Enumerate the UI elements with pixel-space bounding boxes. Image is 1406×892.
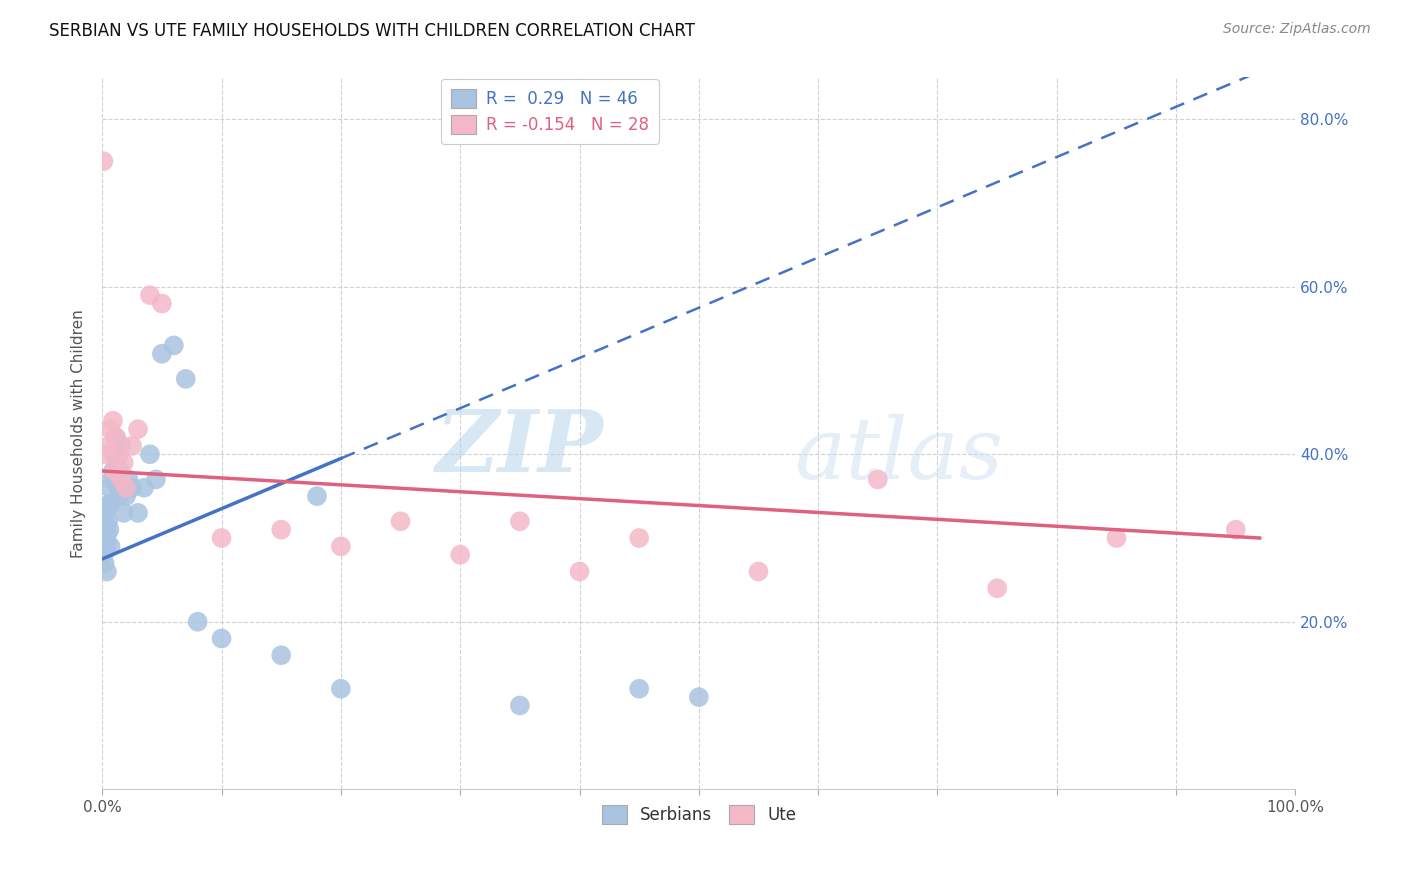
Point bbox=[97, 498, 120, 512]
Point bbox=[1225, 523, 1247, 537]
Point bbox=[93, 548, 115, 562]
Point bbox=[93, 556, 115, 570]
Point bbox=[747, 565, 769, 579]
Point bbox=[110, 439, 132, 453]
Point bbox=[121, 439, 143, 453]
Legend: Serbians, Ute: Serbians, Ute bbox=[592, 795, 806, 834]
Point bbox=[112, 506, 135, 520]
Point bbox=[270, 648, 292, 663]
Text: ZIP: ZIP bbox=[436, 406, 603, 490]
Point bbox=[107, 481, 129, 495]
Point bbox=[139, 447, 162, 461]
Point bbox=[150, 347, 173, 361]
Point bbox=[150, 296, 173, 310]
Point bbox=[866, 472, 889, 486]
Point bbox=[145, 472, 167, 486]
Point bbox=[101, 414, 124, 428]
Point bbox=[94, 540, 117, 554]
Point bbox=[105, 430, 128, 444]
Point bbox=[270, 523, 292, 537]
Point bbox=[100, 498, 122, 512]
Point bbox=[108, 489, 131, 503]
Point bbox=[139, 288, 162, 302]
Point bbox=[97, 514, 120, 528]
Point bbox=[110, 472, 132, 486]
Point bbox=[103, 464, 125, 478]
Point bbox=[132, 481, 155, 495]
Point bbox=[94, 447, 117, 461]
Point bbox=[115, 489, 138, 503]
Y-axis label: Family Households with Children: Family Households with Children bbox=[72, 309, 86, 558]
Point bbox=[103, 447, 125, 461]
Point bbox=[96, 526, 118, 541]
Point bbox=[1105, 531, 1128, 545]
Point bbox=[117, 472, 139, 486]
Point bbox=[305, 489, 328, 503]
Point bbox=[100, 540, 122, 554]
Point bbox=[100, 422, 122, 436]
Point bbox=[329, 540, 352, 554]
Point bbox=[98, 481, 121, 495]
Text: Source: ZipAtlas.com: Source: ZipAtlas.com bbox=[1223, 22, 1371, 37]
Point bbox=[112, 456, 135, 470]
Point bbox=[96, 565, 118, 579]
Point bbox=[93, 523, 115, 537]
Point bbox=[389, 514, 412, 528]
Point bbox=[97, 439, 120, 453]
Point bbox=[96, 535, 118, 549]
Point bbox=[121, 481, 143, 495]
Point bbox=[104, 430, 127, 444]
Point bbox=[105, 456, 128, 470]
Point bbox=[986, 581, 1008, 595]
Point bbox=[108, 464, 131, 478]
Point bbox=[174, 372, 197, 386]
Point bbox=[628, 681, 651, 696]
Point bbox=[108, 447, 131, 461]
Point bbox=[449, 548, 471, 562]
Point bbox=[568, 565, 591, 579]
Point bbox=[163, 338, 186, 352]
Point bbox=[211, 531, 233, 545]
Point bbox=[329, 681, 352, 696]
Point bbox=[94, 518, 117, 533]
Point bbox=[509, 514, 531, 528]
Point bbox=[211, 632, 233, 646]
Point bbox=[688, 690, 710, 705]
Point bbox=[93, 531, 115, 545]
Point bbox=[187, 615, 209, 629]
Point bbox=[93, 506, 115, 520]
Point bbox=[98, 523, 121, 537]
Point bbox=[93, 154, 115, 169]
Point bbox=[93, 514, 115, 528]
Point bbox=[94, 543, 117, 558]
Point bbox=[509, 698, 531, 713]
Point bbox=[628, 531, 651, 545]
Text: SERBIAN VS UTE FAMILY HOUSEHOLDS WITH CHILDREN CORRELATION CHART: SERBIAN VS UTE FAMILY HOUSEHOLDS WITH CH… bbox=[49, 22, 695, 40]
Point bbox=[101, 464, 124, 478]
Text: atlas: atlas bbox=[794, 413, 1004, 496]
Point bbox=[115, 481, 138, 495]
Point bbox=[127, 506, 149, 520]
Point bbox=[100, 472, 122, 486]
Point bbox=[127, 422, 149, 436]
